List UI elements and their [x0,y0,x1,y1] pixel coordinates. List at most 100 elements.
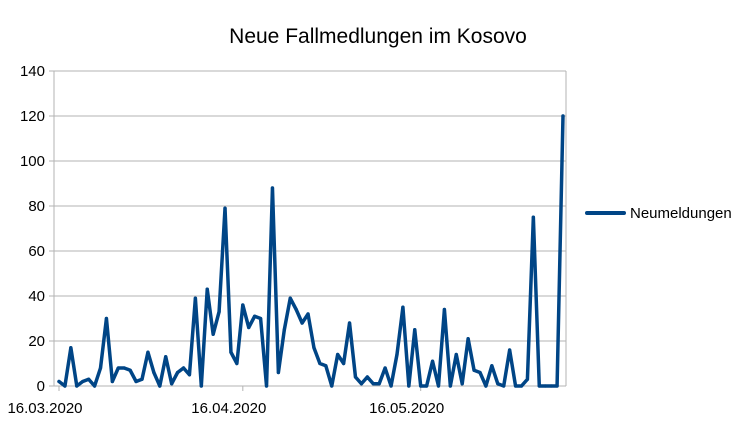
data-point [336,352,340,357]
data-point [496,382,500,386]
data-point [555,384,559,388]
data-point [425,384,429,388]
data-point [152,370,156,375]
data-point [490,364,494,368]
data-point [128,368,132,372]
data-point [377,382,381,386]
data-point [531,215,535,219]
data-point [193,296,197,300]
data-point [365,375,369,379]
data-point [199,384,203,388]
data-point [217,310,221,314]
data-point [466,337,470,341]
data-point [472,368,476,372]
data-point [294,307,298,312]
data-point [81,379,85,384]
y-tick-label: 40 [28,288,45,305]
data-point [359,382,363,386]
grid-lines [49,70,567,391]
data-point [430,359,435,363]
data-point [92,384,97,388]
data-point [110,379,114,384]
data-point [116,366,120,370]
data-point [484,384,488,388]
data-point [241,303,245,307]
data-point [122,366,126,370]
data-point [87,377,91,381]
data-point [276,370,280,375]
data-point [75,384,79,388]
data-point [170,382,174,386]
data-point [181,366,186,370]
data-point [389,384,393,388]
chart-title: Neue Fallmedlungen im Kosovo [229,25,527,48]
data-point [140,377,144,381]
data-point [347,321,352,325]
data-point [158,384,162,388]
data-point [436,384,441,388]
data-point [282,328,286,332]
data-point [134,379,138,384]
data-point [525,377,530,381]
y-tick-label: 120 [20,108,45,125]
data-point [519,384,524,388]
data-point [229,350,233,354]
data-point [401,305,405,309]
plot-series [57,114,565,388]
data-point [549,384,553,388]
data-point [164,355,168,359]
legend-label-neumeldungen: Neumeldungen [630,205,732,222]
x-tick-label: 16.03.2020 [7,400,82,417]
data-point [460,382,464,386]
y-axis-tick-labels: 0 20 40 60 80 100 120 140 [20,63,45,395]
data-point [330,384,334,388]
data-point [543,384,547,388]
data-point [146,350,150,354]
data-point [407,384,411,388]
data-point [235,361,239,366]
data-point [187,373,192,377]
data-point [69,346,73,350]
data-point [259,316,263,321]
data-point [175,370,180,375]
y-tick-label: 20 [28,333,45,350]
data-point [502,384,506,388]
data-point [223,206,227,210]
data-point [324,364,328,368]
data-point [448,384,452,388]
data-point [211,332,215,336]
y-tick-label: 100 [20,153,45,170]
data-point [508,348,512,352]
data-point [395,352,399,357]
y-tick-label: 60 [28,243,45,260]
data-point [288,296,292,300]
x-tick-label: 16.05.2020 [369,400,444,417]
data-point [419,384,423,388]
data-point [513,384,518,388]
data-point [442,307,447,312]
data-point [205,287,209,291]
data-point [353,375,358,379]
data-point [561,114,565,118]
data-point [413,328,417,332]
data-point [342,361,346,366]
y-tick-label: 140 [20,63,45,80]
data-point [478,370,482,375]
data-point [454,352,458,357]
data-point [104,316,109,321]
data-point [306,312,310,316]
y-tick-label: 0 [37,378,45,395]
data-point [371,382,375,386]
data-point [247,325,251,330]
y-tick-label: 80 [28,198,45,215]
data-point [312,346,316,350]
data-point [57,379,61,384]
data-point [537,384,541,388]
x-axis-tick-labels: 16.03.2020 16.04.2020 16.05.2020 [7,400,444,417]
data-point [270,186,275,190]
legend: Neumeldungen [585,205,732,222]
data-point [318,361,322,366]
data-point [300,321,304,325]
data-point [98,366,103,370]
